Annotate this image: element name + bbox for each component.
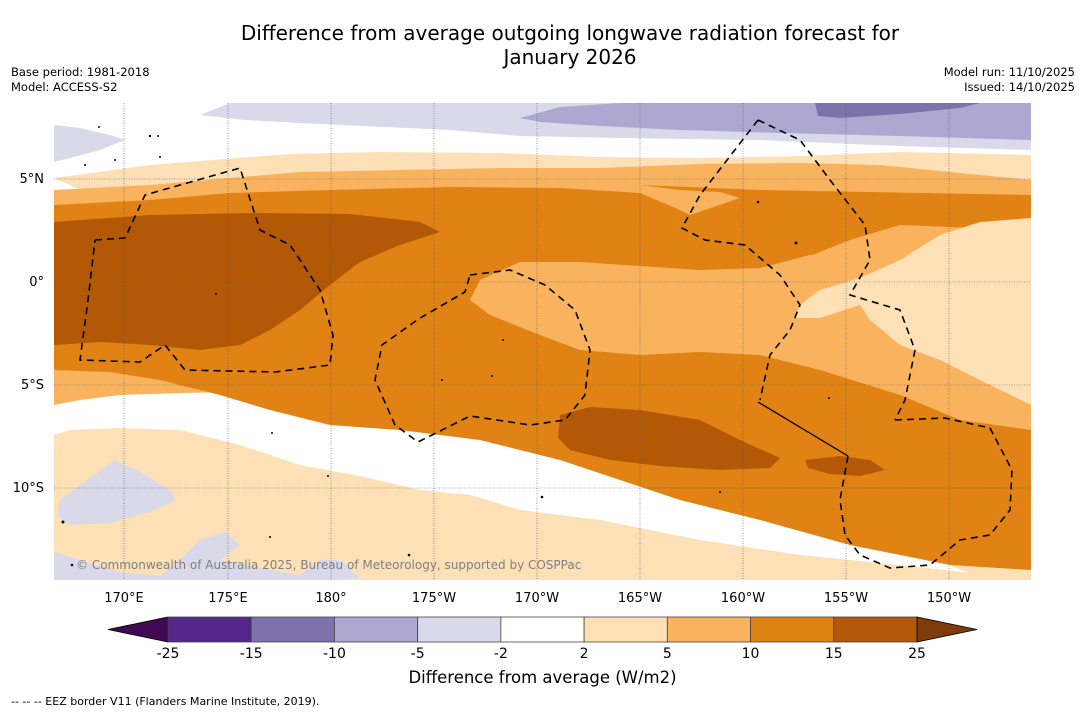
lon-tick: 160°W xyxy=(721,591,765,606)
colorbar-tick-label: -5 xyxy=(411,646,425,662)
map-plot xyxy=(54,103,1031,580)
title-line-1: Difference from average outgoing longwav… xyxy=(240,21,900,45)
islands xyxy=(61,126,830,567)
colorbar: -25 -15 -10 -5 -2 2 5 10 15 25 xyxy=(107,616,978,662)
colorbar-tick-label: 15 xyxy=(825,646,843,662)
colorbar-tick-label: -2 xyxy=(494,646,508,662)
lat-tick: 5°S xyxy=(21,378,44,393)
colorbar-tick-label: -15 xyxy=(240,646,263,662)
colorbar-segment xyxy=(250,616,335,643)
lon-tick: 175°W xyxy=(412,591,456,606)
lon-tick: 175°E xyxy=(208,591,248,606)
contour-dark-orange-southeast xyxy=(558,407,780,470)
contour-dark-orange-southeast-2 xyxy=(805,456,885,476)
contour-light-orange-east-lobe xyxy=(475,250,920,352)
eez-legend-note: -- -- -- EEZ border V11 (Flanders Marine… xyxy=(11,695,320,708)
eez-border-cook xyxy=(839,417,1013,569)
base-period: Base period: 1981-2018 xyxy=(11,65,150,79)
lat-tick: 0° xyxy=(29,275,44,290)
colorbar-tick-label: 10 xyxy=(742,646,760,662)
eez-border-tuvalu xyxy=(79,167,334,373)
lat-tick: 5°N xyxy=(20,172,45,187)
eez-border-solid xyxy=(757,401,849,457)
chart-title: Difference from average outgoing longwav… xyxy=(0,21,1085,69)
contour-light-peach-east xyxy=(795,218,1031,405)
colorbar-segment xyxy=(167,616,252,643)
lon-tick: 165°W xyxy=(618,591,662,606)
colorbar-segment xyxy=(500,616,585,643)
lon-tick: 170°E xyxy=(104,591,144,606)
model-name: Model: ACCESS-S2 xyxy=(11,80,118,94)
contour-south-lavender xyxy=(54,532,360,580)
meta-left: Base period: 1981-2018 Model: ACCESS-S2 xyxy=(11,65,150,95)
title-line-2: January 2026 xyxy=(503,45,637,69)
colorbar-segment xyxy=(334,616,419,643)
contour-northwest-lavender xyxy=(54,125,125,162)
graticule xyxy=(54,103,1031,580)
lat-tick: 10°S xyxy=(13,481,44,496)
lon-tick: 180° xyxy=(315,591,346,606)
colorbar-tick-label: 2 xyxy=(580,646,589,662)
lon-tick: 155°W xyxy=(824,591,868,606)
contour-north-purple xyxy=(815,103,980,118)
colorbar-tick-label: -25 xyxy=(157,646,180,662)
colorbar-segment xyxy=(417,616,502,643)
lon-axis: 170°E 175°E 180° 175°W 170°W 165°W 160°W… xyxy=(104,591,971,606)
meta-right: Model run: 11/10/2025 Issued: 14/10/2025 xyxy=(944,65,1075,95)
colorbar-extend-over xyxy=(916,616,978,643)
eez-border-line-islands xyxy=(680,119,916,421)
eez-borders xyxy=(79,119,1013,569)
colorbar-tick-label: 25 xyxy=(908,646,926,662)
colorbar-tick-label: 5 xyxy=(663,646,672,662)
colorbar-segment xyxy=(750,616,835,643)
issued-date: Issued: 14/10/2025 xyxy=(964,80,1075,94)
lat-axis: 5°N 0° 5°S 10°S xyxy=(13,172,44,496)
colorbar-tick-label: -10 xyxy=(323,646,346,662)
lon-tick: 150°W xyxy=(927,591,971,606)
colorbar-segment xyxy=(666,616,751,643)
colorbar-segment xyxy=(583,616,668,643)
copyright-notice: © Commonwealth of Australia 2025, Bureau… xyxy=(76,558,582,572)
colorbar-extend-under xyxy=(107,616,169,643)
lon-tick: 170°W xyxy=(515,591,559,606)
eez-border-phoenix xyxy=(374,269,591,443)
contour-southwest-lavender xyxy=(58,460,175,525)
colorbar-label: Difference from average (W/m2) xyxy=(408,668,677,687)
colorbar-segment xyxy=(833,616,918,643)
model-run: Model run: 11/10/2025 xyxy=(943,65,1075,79)
contour-dark-orange-west xyxy=(54,213,440,350)
